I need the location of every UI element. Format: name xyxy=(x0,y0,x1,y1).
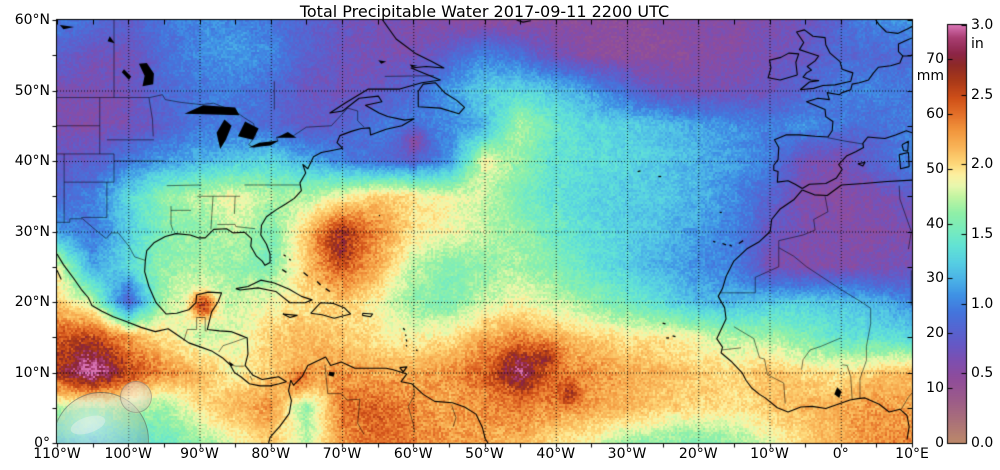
lon-tick-label--100: 100°W xyxy=(104,446,153,462)
colorbar-mm-tick-30: 30 xyxy=(926,270,944,287)
colorbar-in-tick-0: 0.0 xyxy=(971,435,994,451)
lat-tick-label-30: 30°N xyxy=(14,223,50,240)
lon-tick-label--40: 40°W xyxy=(536,446,576,462)
lat-tick-label-50: 50°N xyxy=(14,82,50,99)
lon-tick-label--80: 80°W xyxy=(251,446,291,462)
lon-tick-label--90: 90°W xyxy=(180,446,219,462)
colorbar-mm-tick-70: 70 xyxy=(926,51,944,67)
colorbar-mm-tick-50: 50 xyxy=(926,160,944,177)
lon-tick-label-10: 10°E xyxy=(895,446,929,462)
colorbar-in-tick-3: 3.0 xyxy=(971,17,994,33)
lon-tick-label-0: 0° xyxy=(832,446,849,462)
colorbar-in-tick-2: 2.0 xyxy=(971,156,994,173)
colorbar-mm-tick-10: 10 xyxy=(926,380,944,397)
lon-tick-label--50: 50°W xyxy=(465,446,504,462)
lon-tick-label--110: 110°W xyxy=(33,446,81,462)
lat-tick-label-20: 20°N xyxy=(14,294,50,310)
lon-tick-label--30: 30°W xyxy=(607,446,647,462)
lon-tick-label--10: 10°W xyxy=(750,446,789,462)
plot-title: Total Precipitable Water 2017-09-11 2200… xyxy=(299,2,670,21)
colorbar-mm-tick-20: 20 xyxy=(926,325,944,342)
colorbar-mm-unit-label: mm xyxy=(916,68,944,84)
lat-tick-label-40: 40°N xyxy=(14,153,50,169)
colorbar-mm-tick-60: 60 xyxy=(926,105,944,122)
lat-tick-label-10: 10°N xyxy=(14,364,50,381)
colorbar-in-tick-0.5: 0.5 xyxy=(971,365,994,382)
colorbar-in-unit-label: in xyxy=(971,36,984,52)
colorbar-in-tick-1.5: 1.5 xyxy=(971,226,994,242)
colorbar-in-tick-2.5: 2.5 xyxy=(971,86,994,103)
lat-tick-label-0: 0° xyxy=(34,435,50,451)
lon-tick-label--70: 70°W xyxy=(322,446,362,462)
colorbar-mm-tick-40: 40 xyxy=(926,215,944,232)
lon-tick-label--60: 60°W xyxy=(393,446,433,462)
colorbar-in-tick-1: 1.0 xyxy=(971,295,994,312)
lon-tick-label--20: 20°W xyxy=(678,446,718,462)
colorbar-mm-tick-0: 0 xyxy=(935,435,944,451)
lat-tick-label-60: 60°N xyxy=(14,12,50,28)
